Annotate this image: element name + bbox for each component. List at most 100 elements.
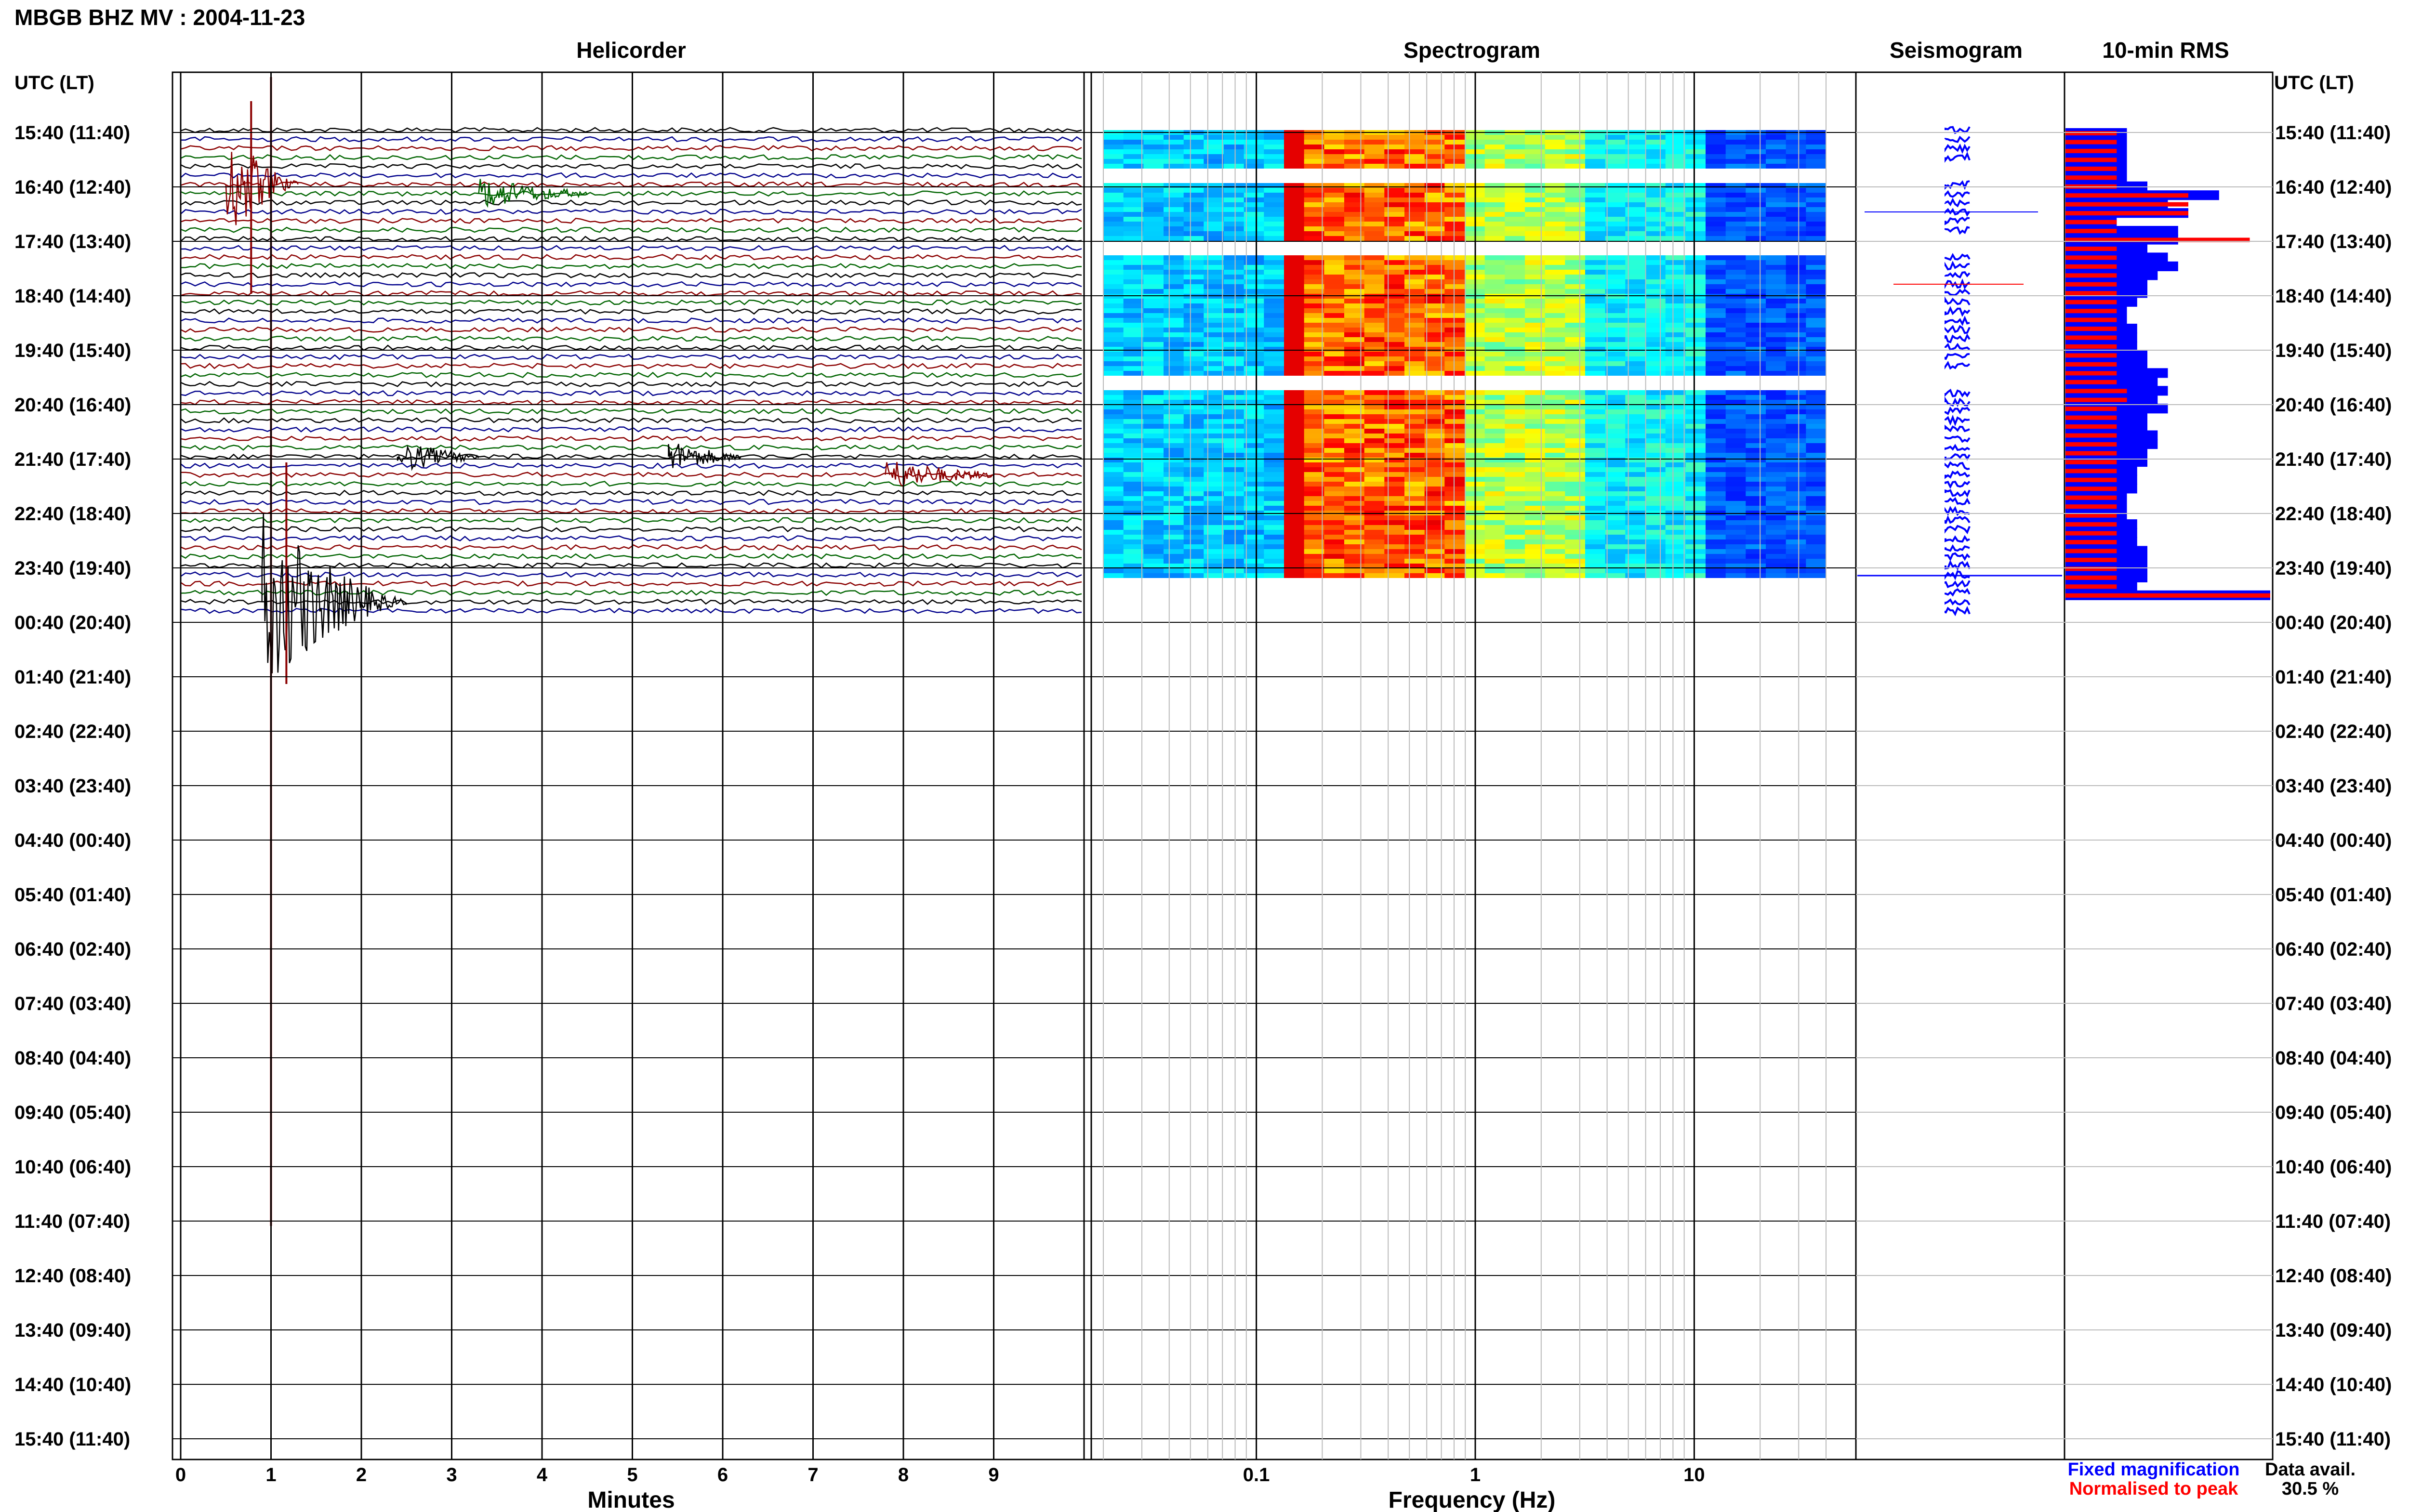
spectrogram-cell: [1746, 299, 1766, 303]
spectrogram-cell: [1444, 188, 1465, 193]
spectrogram-cell: [1143, 535, 1164, 539]
spectrogram-cell: [1645, 289, 1666, 294]
spectrogram-cell: [1766, 328, 1787, 332]
spectrogram-cell: [1585, 395, 1606, 400]
spectrogram-cell: [1766, 395, 1787, 400]
spectrogram-cell: [1746, 328, 1766, 332]
helicorder-trace: [180, 399, 1082, 406]
spectrogram-cell: [1625, 515, 1646, 520]
spectrogram-cell: [1224, 284, 1244, 289]
rms-bar-normalised: [2065, 371, 2117, 376]
rms-bar-normalised: [2065, 433, 2117, 438]
spectrogram-cell: [1264, 265, 1284, 270]
spectrogram-cell: [1224, 486, 1244, 491]
spectrogram-cell: [1424, 409, 1445, 414]
spectrogram-cell: [1725, 429, 1747, 434]
spectrogram-cell: [1164, 491, 1184, 496]
spectrogram-cell: [1224, 145, 1244, 149]
spectrogram-cell: [1605, 549, 1626, 554]
spectrogram-cell: [1324, 145, 1345, 149]
rms-bar-normalised: [2065, 557, 2117, 563]
spectrogram-cell: [1525, 395, 1546, 400]
spectrogram-cell: [1605, 453, 1626, 458]
spectrogram-cell: [1685, 395, 1706, 400]
spectrogram-cell: [1645, 197, 1666, 202]
spectrogram-cell: [1183, 356, 1204, 361]
spectrogram-cell: [1324, 434, 1345, 438]
spectrogram-cell: [1605, 405, 1626, 409]
spectrogram-cell: [1164, 477, 1184, 482]
spectrogram-cell: [1143, 260, 1164, 265]
spectrogram-cell: [1725, 559, 1747, 564]
spectrogram-cell: [1444, 337, 1465, 342]
spectrogram-cell: [1725, 356, 1747, 361]
spectrogram-cell: [1545, 212, 1566, 217]
spectrogram-cell: [1645, 193, 1666, 197]
spectrogram-cell: [1103, 159, 1124, 164]
spectrogram-cell: [1786, 409, 1807, 414]
spectrogram-cell: [1143, 135, 1164, 140]
spectrogram-cell: [1103, 299, 1124, 303]
spectrogram-cell: [1324, 472, 1345, 477]
spectrogram-cell: [1244, 429, 1265, 434]
spectrogram-cell: [1565, 275, 1586, 279]
helicorder-trace: [180, 472, 1082, 478]
spectrogram-cell: [1484, 332, 1506, 337]
spectrogram-cell: [1344, 429, 1365, 434]
spectrogram-cell: [1123, 279, 1144, 284]
spectrogram-cell: [1484, 164, 1506, 169]
spectrogram-cell: [1585, 467, 1606, 472]
spectrogram-cell: [1706, 352, 1726, 356]
spectrogram-cell: [1444, 515, 1465, 520]
spectrogram-cell: [1605, 318, 1626, 323]
time-label-right: 16:40 (12:40): [2275, 177, 2392, 198]
spectrogram-cell: [1164, 275, 1184, 279]
spectrogram-cell: [1143, 265, 1164, 270]
spectrogram-cell: [1505, 506, 1525, 511]
spectrogram-cell: [1645, 515, 1666, 520]
spectrogram-cell: [1605, 361, 1626, 366]
spectrogram-cell: [1685, 337, 1706, 342]
spectrogram-cell: [1444, 429, 1465, 434]
spectrogram-cell: [1344, 448, 1365, 453]
spectrogram-cell: [1525, 265, 1546, 270]
spectrogram-cell: [1324, 573, 1345, 578]
spectrogram-cell: [1404, 284, 1425, 289]
minute-tick-label: 5: [627, 1464, 637, 1486]
spectrogram-cell: [1304, 318, 1325, 323]
spectrogram-cell: [1786, 443, 1807, 448]
spectrogram-cell: [1164, 482, 1184, 486]
spectrogram-cell: [1725, 573, 1747, 578]
spectrogram-cell: [1786, 318, 1807, 323]
spectrogram-cell: [1766, 453, 1787, 458]
spectrogram-cell: [1224, 390, 1244, 395]
spectrogram-cell: [1183, 395, 1204, 400]
time-label-left: 20:40 (16:40): [14, 394, 131, 416]
spectrogram-cell: [1164, 501, 1184, 506]
spectrogram-cell: [1444, 140, 1465, 145]
spectrogram-cell: [1444, 352, 1465, 356]
spectrogram-cell: [1324, 197, 1345, 202]
spectrogram-cell: [1244, 515, 1265, 520]
spectrogram-cell: [1103, 486, 1124, 491]
spectrogram-cell: [1183, 506, 1204, 511]
helicorder-trace: [180, 181, 1082, 188]
time-label-left: 04:40 (00:40): [14, 830, 131, 851]
spectrogram-cell: [1424, 197, 1445, 202]
spectrogram-cell: [1364, 414, 1385, 419]
spectrogram-cell: [1585, 361, 1606, 366]
spectrogram-cell: [1786, 154, 1807, 159]
spectrogram-cell: [1304, 554, 1325, 559]
spectrogram-cell: [1605, 260, 1626, 265]
spectrogram-cell: [1284, 486, 1305, 491]
spectrogram-cell: [1746, 506, 1766, 511]
spectrogram-cell: [1103, 424, 1124, 429]
spectrogram-cell: [1103, 154, 1124, 159]
spectrogram-cell: [1625, 154, 1646, 159]
spectrogram-cell: [1605, 573, 1626, 578]
spectrogram-cell: [1806, 328, 1827, 332]
spectrogram-cell: [1324, 337, 1345, 342]
spectrogram-cell: [1786, 313, 1807, 318]
spectrogram-cell: [1424, 231, 1445, 236]
spectrogram-cell: [1384, 342, 1405, 347]
